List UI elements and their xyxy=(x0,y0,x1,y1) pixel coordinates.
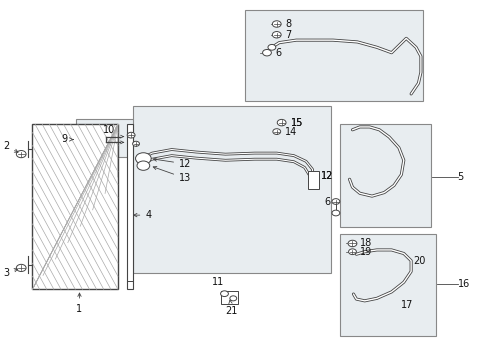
Bar xyxy=(220,291,238,304)
Circle shape xyxy=(133,141,140,146)
Circle shape xyxy=(136,153,151,164)
Text: 20: 20 xyxy=(414,256,426,266)
FancyBboxPatch shape xyxy=(133,107,331,273)
Text: 19: 19 xyxy=(360,247,372,257)
Circle shape xyxy=(127,132,135,138)
Circle shape xyxy=(272,32,281,38)
Text: 13: 13 xyxy=(153,166,191,183)
Circle shape xyxy=(137,161,150,170)
Bar xyxy=(308,171,319,189)
Circle shape xyxy=(332,210,340,216)
Circle shape xyxy=(332,199,340,204)
Text: 18: 18 xyxy=(360,238,372,248)
Text: 12: 12 xyxy=(321,171,333,181)
Text: 15: 15 xyxy=(292,118,304,128)
Text: 16: 16 xyxy=(458,279,470,289)
Text: 6: 6 xyxy=(276,48,282,58)
Text: 2: 2 xyxy=(3,141,18,152)
FancyBboxPatch shape xyxy=(245,10,423,101)
Circle shape xyxy=(273,129,281,134)
Text: 17: 17 xyxy=(401,300,414,310)
FancyBboxPatch shape xyxy=(76,119,176,157)
Circle shape xyxy=(220,291,228,297)
Text: 3: 3 xyxy=(3,268,18,278)
Text: 9: 9 xyxy=(62,135,74,144)
Bar xyxy=(32,125,118,289)
Text: 1: 1 xyxy=(76,293,82,314)
Text: 7: 7 xyxy=(286,30,292,40)
Text: 11: 11 xyxy=(212,277,224,287)
Circle shape xyxy=(348,249,356,255)
FancyBboxPatch shape xyxy=(340,125,431,226)
Text: 12: 12 xyxy=(153,158,192,169)
Text: 10: 10 xyxy=(103,125,116,135)
Circle shape xyxy=(230,296,237,301)
Text: 21: 21 xyxy=(225,300,238,316)
Circle shape xyxy=(277,120,286,126)
Circle shape xyxy=(348,240,357,247)
Bar xyxy=(127,125,133,289)
Text: 6: 6 xyxy=(325,197,331,207)
Circle shape xyxy=(16,150,26,158)
Text: 12: 12 xyxy=(321,171,333,181)
Text: 4: 4 xyxy=(134,210,151,220)
FancyBboxPatch shape xyxy=(340,234,436,336)
Text: 5: 5 xyxy=(458,172,464,182)
Circle shape xyxy=(272,21,281,27)
Text: 15: 15 xyxy=(292,118,304,128)
Circle shape xyxy=(268,44,276,50)
Circle shape xyxy=(263,49,271,56)
Circle shape xyxy=(16,264,26,271)
Text: 14: 14 xyxy=(285,127,297,136)
Text: 8: 8 xyxy=(286,19,292,29)
